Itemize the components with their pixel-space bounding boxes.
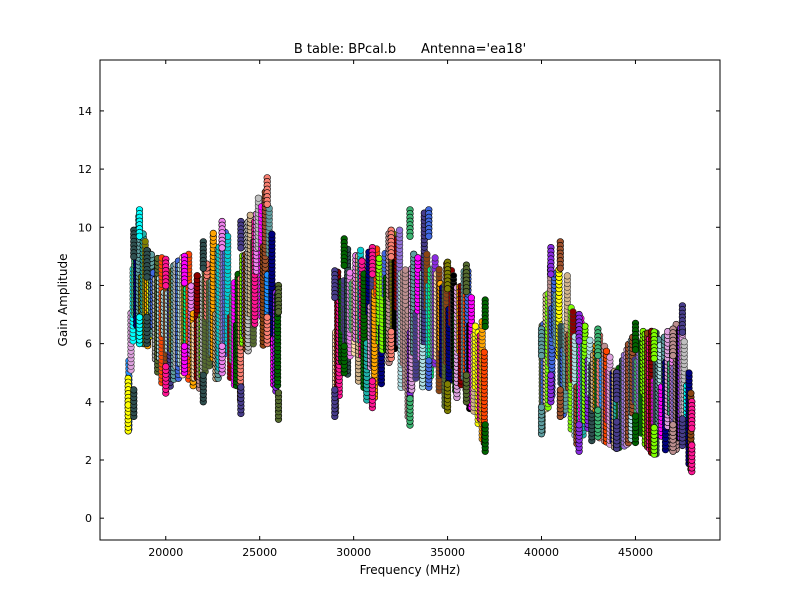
data-point [462, 371, 471, 379]
data-points [124, 174, 696, 476]
data-point [237, 383, 245, 391]
data-point [218, 342, 226, 350]
data-point [135, 313, 144, 321]
spw-group-1 [124, 174, 283, 435]
data-point [340, 342, 348, 350]
data-point [130, 253, 138, 261]
data-point [199, 371, 207, 379]
data-point [340, 261, 348, 270]
data-point [209, 229, 217, 237]
data-point [274, 308, 283, 316]
data-point [143, 313, 151, 321]
data-point [606, 353, 614, 361]
data-point [481, 421, 489, 429]
data-point [471, 322, 480, 330]
data-point [162, 282, 170, 290]
data-point [406, 232, 414, 240]
data-point [263, 313, 271, 321]
data-point [481, 322, 489, 331]
data-point [368, 270, 377, 278]
data-point [162, 363, 170, 371]
data-point [435, 266, 443, 274]
data-point [187, 282, 195, 290]
data-point [414, 254, 422, 262]
data-point [141, 237, 149, 246]
data-point [431, 254, 439, 262]
data-point [387, 328, 395, 336]
data-point [602, 347, 611, 355]
data-point [263, 200, 271, 208]
data-point [444, 380, 452, 388]
data-point [274, 389, 283, 397]
data-point [346, 269, 354, 277]
data-point [143, 273, 151, 281]
data-point [569, 308, 577, 316]
data-point [401, 266, 410, 274]
data-point [406, 395, 414, 403]
data-point [193, 272, 201, 280]
data-point [480, 348, 488, 356]
data-point [396, 226, 404, 234]
data-point [563, 272, 571, 280]
data-point [331, 293, 339, 302]
data-point [331, 386, 339, 394]
data-point [423, 250, 431, 258]
data-point [218, 244, 226, 252]
data-point [268, 230, 276, 238]
data-point [425, 232, 433, 240]
data-point [199, 264, 207, 272]
data-point [425, 357, 433, 365]
data-point [237, 244, 245, 252]
data-point [368, 377, 377, 385]
data-point [130, 386, 138, 394]
data-point [444, 285, 452, 293]
data-point [135, 232, 144, 240]
data-point [180, 279, 189, 287]
data-point [180, 342, 189, 350]
data-point [586, 336, 594, 344]
data-point [357, 246, 365, 254]
data-point [387, 253, 395, 261]
data-point [462, 288, 471, 296]
data-point [467, 294, 476, 302]
data-point [358, 257, 366, 265]
data-point [254, 194, 262, 202]
data-point [246, 211, 254, 219]
